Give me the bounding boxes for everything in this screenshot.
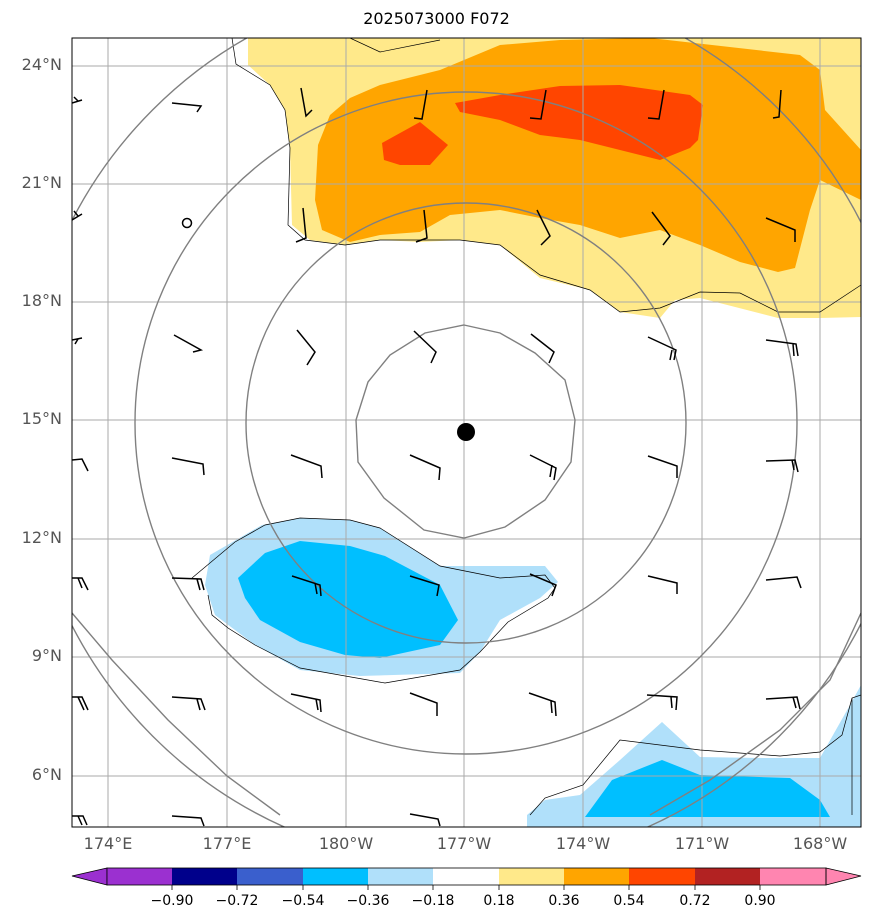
colorbar-tick-label: 0.72 [679,893,711,909]
colorbar [71,867,862,890]
colorbar-tick-label: 0.54 [613,893,645,909]
lat-label-15n: 15°N [21,409,62,428]
lat-label-12n: 12°N [21,528,62,547]
colorbar-tick-label: 0.90 [744,893,776,909]
storm-center-marker [457,423,475,441]
anomaly-region-negative-mid-2 [585,760,830,817]
lat-label-9n: 9°N [31,646,62,665]
lat-label-21n: 21°N [21,173,62,192]
map-title: 2025073000 F072 [363,9,510,28]
anomaly-region-negative-mid [238,541,458,658]
colorbar-extend-low [71,867,108,886]
colorbar-tick-label: 0.36 [548,893,580,909]
colorbar-tick-label: −0.90 [150,893,194,909]
anomaly-outlines [191,38,861,816]
colorbar-tick-label: −0.36 [346,893,390,909]
plot-area [72,38,861,827]
lat-label-6n: 6°N [31,765,62,784]
lon-label-174w: 174°W [555,834,611,853]
lon-label-174e: 174°E [83,834,133,853]
colorbar-tick-label: −0.18 [411,893,455,909]
colorbar-tick-label: −0.54 [281,893,325,909]
colorbar-tick-label: −0.72 [215,893,259,909]
anomaly-region-positive-mid [315,38,861,272]
colorbar-extend-high [825,867,862,886]
lon-label-168w: 168°W [792,834,848,853]
wind-barbs [72,87,802,827]
plot-frame [71,37,862,828]
lat-label-18n: 18°N [21,291,62,310]
colorbar-tick-label: 0.18 [483,893,515,909]
lat-label-24n: 24°N [21,55,62,74]
anomaly-region-positive-high-2 [382,122,448,165]
lon-label-180w: 180°W [318,834,374,853]
lon-label-177e: 177°E [202,834,252,853]
lon-label-171w: 171°W [674,834,730,853]
lon-label-177w: 177°W [436,834,492,853]
radius-contours [72,38,861,827]
